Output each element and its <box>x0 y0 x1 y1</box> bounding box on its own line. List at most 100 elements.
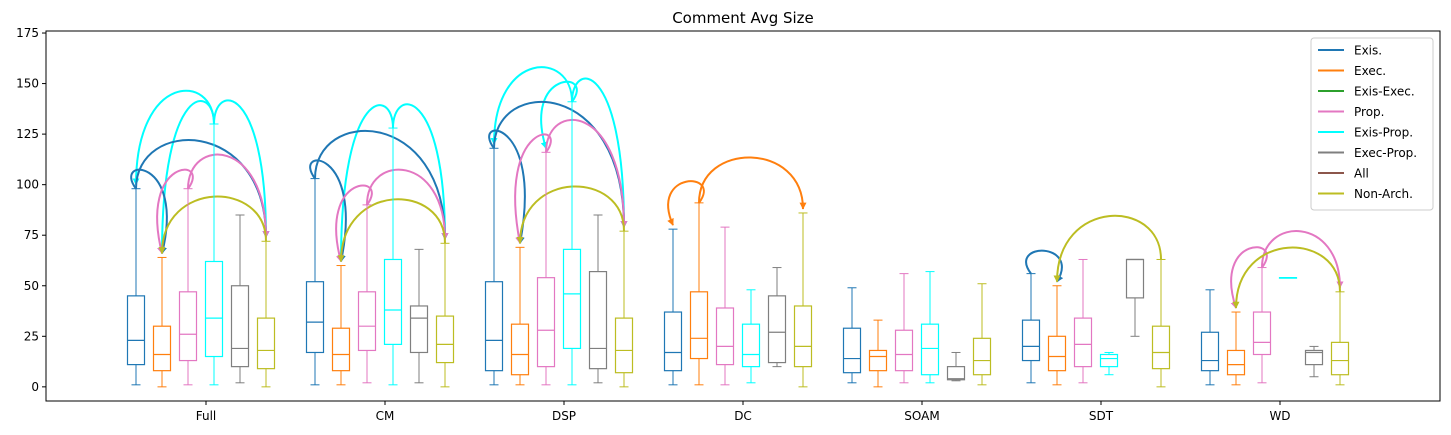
box-cm-exis-prop <box>383 127 403 386</box>
y-tick-label: 50 <box>24 279 39 293</box>
box-soam-exec-prop <box>946 351 966 382</box>
arrow-dsp-prop-to-exec <box>514 133 552 245</box>
box-iqr <box>230 285 250 368</box>
arrow-full-exis-to-non-arch <box>135 139 270 238</box>
box-sdt-exis-prop <box>1099 351 1119 376</box>
box-soam-exec <box>868 319 888 388</box>
box-sdt-exec-prop <box>1125 258 1145 337</box>
box-wd-prop <box>1252 267 1272 384</box>
x-tick-label: SOAM <box>904 409 939 423</box>
arrow-dsp-exis-to-non-arch <box>493 100 628 228</box>
box-iqr <box>256 317 276 370</box>
arrow-wd-non-arch-to-exec <box>1232 246 1341 309</box>
box-iqr <box>152 325 172 372</box>
box-iqr <box>793 305 813 368</box>
box-iqr <box>510 323 530 376</box>
box-iqr <box>842 327 862 374</box>
y-tick-label: 25 <box>24 329 39 343</box>
arrow-full-exis-to-exec <box>130 168 168 255</box>
legend: Exis. Exec. Exis-Exec. Prop. Exis-Prop. Exec-… <box>1310 37 1434 211</box>
legend-item: All <box>1318 167 1369 181</box>
box-wd-exis <box>1200 289 1220 386</box>
box-iqr <box>588 271 608 370</box>
box-sdt-exec <box>1047 285 1067 386</box>
x-tick-label: Full <box>196 409 217 423</box>
box-iqr <box>204 260 224 358</box>
box-iqr <box>562 248 582 350</box>
box-iqr <box>178 291 198 362</box>
box-iqr <box>894 329 914 372</box>
box-iqr <box>357 291 377 352</box>
box-iqr <box>1200 331 1220 372</box>
box-iqr <box>1304 349 1324 366</box>
legend-label: Prop. <box>1354 105 1384 119</box>
arrow-cm-exis-to-exec <box>309 159 347 263</box>
box-sdt-prop <box>1073 258 1093 384</box>
box-iqr <box>331 327 351 372</box>
box-iqr <box>1125 258 1145 299</box>
x-tick-label: SDT <box>1089 409 1114 423</box>
box-iqr <box>1021 319 1041 362</box>
box-full-exec <box>152 256 172 388</box>
box-iqr <box>484 281 504 372</box>
arrow-full-prop-to-non-arch <box>187 153 270 238</box>
arrow-full-exis-prop-to-non-arch <box>213 99 270 238</box>
arrow-wd-prop-to-non-arch <box>1261 230 1344 289</box>
box-dc-exis-prop <box>741 289 761 384</box>
box-iqr <box>305 281 325 354</box>
arrow-dsp-exis-to-exec <box>488 129 526 245</box>
box-iqr <box>663 311 683 372</box>
box-iqr <box>614 317 634 374</box>
arrow-sdt-non-arch-to-exec <box>1053 214 1162 283</box>
y-tick-label: 100 <box>16 178 39 192</box>
box-iqr <box>767 295 787 364</box>
box-iqr <box>715 307 735 366</box>
x-tick-label: DC <box>734 409 752 423</box>
legend-item: Exis. <box>1318 44 1382 58</box>
x-tick-label: CM <box>376 409 395 423</box>
box-wd-exec <box>1226 311 1246 386</box>
legend-item: Exec-Prop. <box>1318 146 1417 160</box>
box-cm-exec-prop <box>409 248 429 384</box>
box-soam-prop <box>894 273 914 384</box>
box-iqr <box>409 305 429 354</box>
arrow-wd-prop-to-exec <box>1230 246 1268 309</box>
legend-item: Non-Arch. <box>1318 187 1413 201</box>
box-iqr <box>1252 311 1272 356</box>
arrow-cm-exis-to-non-arch <box>314 129 449 240</box>
legend-item: Prop. <box>1318 105 1384 119</box>
box-dc-exec <box>689 202 709 386</box>
arrow-cm-exis-prop-to-exec <box>337 104 394 263</box>
box-iqr <box>435 315 455 364</box>
box-wd-exec-prop <box>1304 345 1324 378</box>
box-full-prop <box>178 188 198 386</box>
box-iqr <box>1047 335 1067 372</box>
box-dc-exis <box>663 228 683 386</box>
legend-item: Exis-Exec. <box>1318 85 1415 99</box>
box-iqr <box>383 258 403 345</box>
box-iqr <box>920 323 940 376</box>
x-tick-label: DSP <box>552 409 576 423</box>
arrow-dc-exec-to-non-arch <box>698 156 807 210</box>
legend-item: Exec. <box>1318 64 1386 78</box>
box-iqr <box>1151 325 1171 370</box>
legend-label: Exec-Prop. <box>1354 146 1417 160</box>
box-iqr <box>1226 349 1246 376</box>
arrow-dsp-prop-to-non-arch <box>545 119 628 228</box>
box-cm-exis <box>305 178 325 386</box>
arrow-cm-prop-to-exec <box>335 184 373 263</box>
arrow-dsp-exis-prop-to-exis <box>490 66 573 145</box>
box-plots <box>126 101 1350 388</box>
box-wd-non-arch <box>1330 291 1350 386</box>
box-iqr <box>972 337 992 376</box>
box-cm-exec <box>331 265 351 386</box>
box-iqr <box>689 291 709 360</box>
box-iqr <box>1099 353 1119 368</box>
box-cm-prop <box>357 204 377 384</box>
y-tick-label: 125 <box>16 127 39 141</box>
box-soam-non-arch <box>972 283 992 386</box>
box-dc-exec-prop <box>767 267 787 368</box>
axes: 0 25 50 75 100 125 150 175 Full CM DSP DC SOAM SDT WD <box>16 26 1441 423</box>
legend-frame <box>1310 37 1434 211</box>
